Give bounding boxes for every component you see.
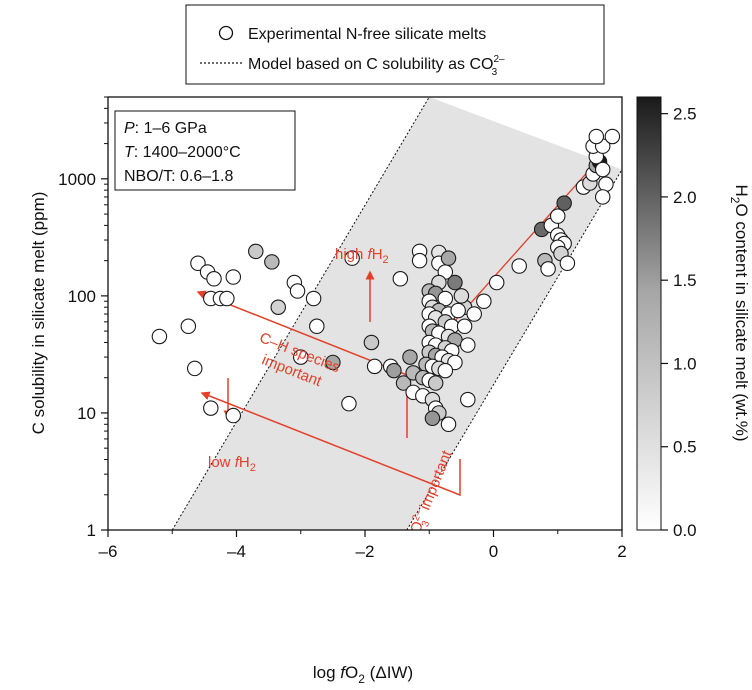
- low-fh2-label: low fH2: [208, 454, 256, 474]
- data-point: [292, 349, 309, 365]
- data-point: [488, 274, 505, 291]
- plot-area: high fH2 low fH2 C–H species important C…: [58, 96, 627, 561]
- data-point: [598, 176, 614, 192]
- data-point: [411, 252, 428, 269]
- data-point: [203, 400, 219, 416]
- data-point: [309, 318, 325, 335]
- colorbar-ticks: 0.0 0.5 1.0 1.5 2.0 2.5: [661, 105, 697, 540]
- data-point: [604, 128, 621, 145]
- nbo-t-range: NBO/T: 0.6–1.8: [124, 168, 233, 185]
- data-point: [447, 274, 463, 291]
- data-point: [460, 337, 476, 353]
- legend: Experimental N-free silicate melts Model…: [185, 4, 605, 85]
- x-tick-label: –4: [227, 542, 246, 561]
- data-point: [402, 349, 418, 365]
- data-point: [289, 283, 306, 299]
- conditions-frame: [114, 110, 296, 191]
- data-point: [225, 269, 242, 285]
- y-tick-label: 1000: [58, 170, 96, 189]
- y-tick-label: 10: [77, 404, 96, 423]
- data-point: [344, 250, 360, 266]
- data-point: [476, 293, 492, 309]
- data-point: [180, 318, 197, 335]
- data-point: [325, 354, 341, 371]
- data-point: [540, 261, 556, 277]
- data-point: [456, 318, 473, 335]
- colorbar-tick-label: 0.0: [673, 521, 697, 540]
- legend-model-label: Model based on C solubility as CO2– 3: [248, 54, 505, 78]
- data-point: [594, 161, 611, 178]
- data-point: [556, 195, 572, 211]
- data-point: [270, 299, 287, 315]
- data-point: [450, 302, 466, 319]
- x-axis-label: log fO2 (ΔIW): [313, 663, 413, 686]
- data-point: [549, 208, 566, 224]
- data-point: [363, 334, 380, 351]
- y-tick-label: 1: [87, 521, 96, 540]
- data-point: [440, 250, 457, 266]
- model-band: [172, 97, 622, 530]
- data-point: [588, 128, 605, 145]
- high-fh2-label: high fH2: [335, 246, 389, 266]
- data-point: [305, 290, 322, 307]
- x-tick-label: –2: [356, 542, 375, 561]
- data-point: [386, 362, 402, 379]
- data-point: [453, 288, 470, 304]
- y-axis-ticks: 1 10 100 1000: [58, 96, 108, 540]
- data-point: [440, 416, 457, 433]
- data-points: [151, 128, 621, 433]
- data-point: [219, 290, 235, 307]
- temperature-range: T: 1400–2000°C: [124, 144, 241, 161]
- colorbar-tick-label: 1.0: [673, 354, 697, 373]
- legend-point-marker: [218, 25, 234, 41]
- data-point: [559, 255, 576, 271]
- data-point: [466, 306, 482, 322]
- x-axis-ticks: –6 –4 –2 0 2: [99, 530, 627, 561]
- data-point: [427, 375, 444, 391]
- data-point: [190, 255, 206, 271]
- data-point: [151, 328, 168, 345]
- data-point: [424, 410, 441, 427]
- data-point: [341, 395, 357, 412]
- data-point: [206, 271, 222, 287]
- model-lower-line: [406, 169, 622, 530]
- data-point: [437, 362, 454, 379]
- conditions-box: P: 1–6 GPa T: 1400–2000°C NBO/T: 0.6–1.8: [114, 110, 296, 191]
- data-point: [225, 407, 242, 424]
- colorbar-tick-label: 1.5: [673, 271, 697, 290]
- legend-box: [185, 4, 605, 85]
- data-point: [392, 271, 409, 287]
- legend-points-label: Experimental N-free silicate melts: [248, 26, 486, 43]
- y-axis-label: C solubility in silicate melt (ppm): [29, 192, 48, 435]
- data-point: [460, 391, 476, 408]
- colorbar: 0.0 0.5 1.0 1.5 2.0 2.5 H2O content in silica…: [636, 96, 751, 540]
- data-point: [511, 258, 527, 274]
- pressure-range: P: 1–6 GPa: [124, 120, 207, 137]
- colorbar-tick-label: 0.5: [673, 438, 697, 457]
- data-point: [248, 243, 264, 260]
- colorbar-tick-label: 2.5: [673, 105, 697, 124]
- co3-important-arrow: [200, 391, 461, 497]
- x-tick-label: –6: [99, 542, 118, 561]
- colorbar-tick-label: 2.0: [673, 188, 697, 207]
- data-point: [594, 189, 611, 205]
- data-point: [437, 290, 454, 307]
- data-point: [186, 360, 203, 377]
- data-point: [366, 358, 383, 375]
- colorbar-gradient: [636, 96, 662, 531]
- x-tick-label: 2: [617, 542, 626, 561]
- y-tick-label: 100: [68, 287, 96, 306]
- x-tick-label: 0: [489, 542, 498, 561]
- data-point: [264, 254, 280, 270]
- data-point: [395, 375, 412, 391]
- colorbar-label: H2O content in silicate melt (wt.%): [728, 184, 751, 441]
